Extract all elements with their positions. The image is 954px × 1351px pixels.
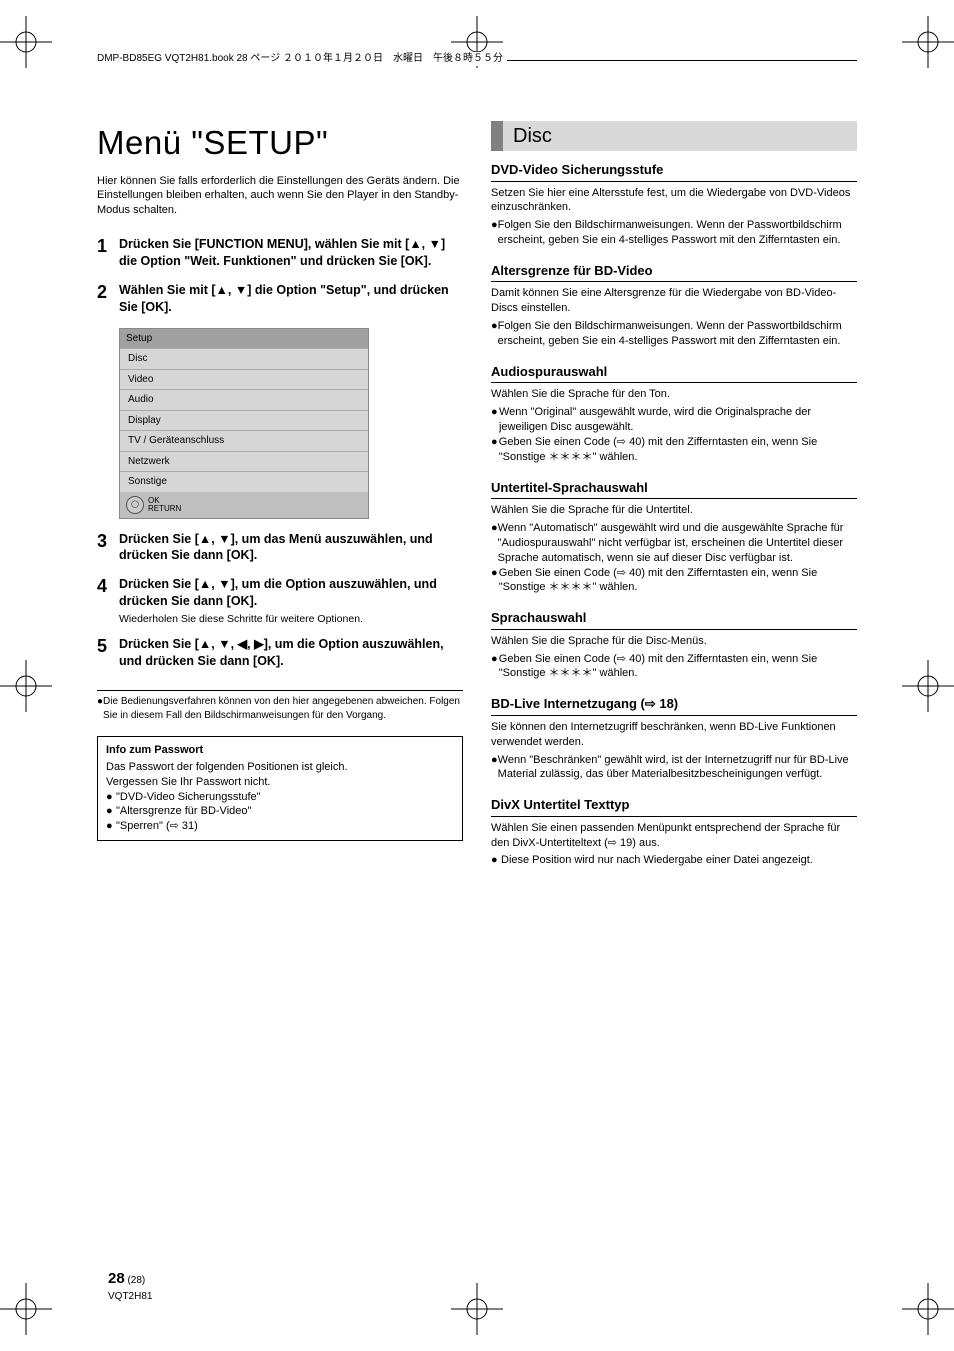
step-text: Wählen Sie mit [▲, ▼] die Option "Setup"… — [119, 282, 463, 316]
subsection-text: Damit können Sie eine Altersgrenze für d… — [491, 286, 857, 316]
cropmark-icon — [451, 1283, 503, 1335]
subsection-bullet: ●Wenn "Automatisch" ausgewählt wird und … — [491, 521, 857, 566]
subsection-bullet: ●Wenn "Original" ausgewählt wurde, wird … — [491, 405, 857, 435]
intro-text: Hier können Sie falls erforderlich die E… — [97, 174, 463, 219]
subsection-heading: BD-Live Internetzugang (⇨ 18) — [491, 695, 857, 716]
page-number: 28 — [108, 1270, 125, 1287]
section-bar: Disc — [491, 121, 857, 151]
note: ●Die Bedienungsverfahren können von den … — [97, 690, 463, 722]
step-number: 5 — [97, 636, 119, 672]
subsection-heading: Audiospurauswahl — [491, 363, 857, 384]
step-number: 1 — [97, 236, 119, 272]
step-number: 4 — [97, 576, 119, 626]
info-box: Info zum Passwort Das Passwort der folge… — [97, 736, 463, 841]
steps-list: 1 Drücken Sie [FUNCTION MENU], wählen Si… — [97, 236, 463, 318]
menu-row: Sonstige — [120, 471, 368, 492]
running-head-rule: DMP-BD85EG VQT2H81.book 28 ページ ２０１０年１月２０… — [97, 60, 857, 61]
setup-menu: Setup Disc Video Audio Display TV / Gerä… — [119, 328, 369, 519]
subsection-text: Sie können den Internetzugriff beschränk… — [491, 720, 857, 750]
page-title: Menü "SETUP" — [97, 121, 463, 166]
subsection: Sprachauswahl Wählen Sie die Sprache für … — [491, 609, 857, 681]
subsection-bullet: ●Geben Sie einen Code (⇨ 40) mit den Zif… — [491, 566, 857, 596]
cropmark-icon — [0, 16, 52, 68]
step-text: Drücken Sie [▲, ▼], um die Option auszuw… — [119, 576, 463, 610]
steps-list-cont: 3 Drücken Sie [▲, ▼], um das Menü auszuw… — [97, 531, 463, 672]
menu-row: Disc — [120, 348, 368, 369]
menu-row: Audio — [120, 389, 368, 410]
step-text: Drücken Sie [FUNCTION MENU], wählen Sie … — [119, 236, 463, 270]
subsection-text: Wählen Sie die Sprache für die Disc-Menü… — [491, 634, 857, 649]
cropmark-icon — [0, 1283, 52, 1335]
doc-code: VQT2H81 — [108, 1291, 152, 1302]
cropmark-icon — [902, 16, 954, 68]
menu-row: Display — [120, 410, 368, 431]
subsection: BD-Live Internetzugang (⇨ 18) Sie können … — [491, 695, 857, 782]
subsection: Untertitel-Sprachauswahl Wählen Sie die S… — [491, 479, 857, 596]
subsection-bullet: ●Folgen Sie den Bildschirmanweisungen. W… — [491, 218, 857, 248]
cropmark-icon — [902, 660, 954, 712]
subsection-heading: DivX Untertitel Texttyp — [491, 796, 857, 817]
subsection-text: Setzen Sie hier eine Altersstufe fest, u… — [491, 186, 857, 216]
page-number-paren: (28) — [127, 1275, 145, 1286]
step-subtext: Wiederholen Sie diese Schritte für weite… — [119, 612, 463, 626]
info-box-bullet: "DVD-Video Sicherungsstufe" — [116, 790, 261, 805]
section-title: Disc — [513, 123, 552, 150]
step-text: Drücken Sie [▲, ▼], um das Menü auszuwäh… — [119, 531, 463, 565]
ok-return-icon: ◯ — [126, 496, 144, 514]
menu-header: Setup — [120, 329, 368, 349]
subsection-heading: DVD-Video Sicherungsstufe — [491, 161, 857, 182]
info-box-line: Vergessen Sie Ihr Passwort nicht. — [106, 775, 454, 790]
subsection: Altersgrenze für BD-Video Damit können Si… — [491, 262, 857, 349]
subsection-bullet: ●Geben Sie einen Code (⇨ 40) mit den Zif… — [491, 435, 857, 465]
info-box-bullet: "Altersgrenze für BD-Video" — [116, 804, 251, 819]
step-text: Drücken Sie [▲, ▼, ◀, ▶], um die Option … — [119, 636, 463, 670]
cropmark-icon — [902, 1283, 954, 1335]
running-head: DMP-BD85EG VQT2H81.book 28 ページ ２０１０年１月２０… — [97, 52, 507, 66]
subsection-text: Wählen Sie die Sprache für die Untertite… — [491, 503, 857, 518]
info-box-line: Das Passwort der folgenden Positionen is… — [106, 760, 454, 775]
subsection-bullet: ●Folgen Sie den Bildschirmanweisungen. W… — [491, 319, 857, 349]
info-box-title: Info zum Passwort — [106, 743, 454, 758]
subsection: DVD-Video Sicherungsstufe Setzen Sie hier… — [491, 161, 857, 248]
subsection-bullet: ●Diese Position wird nur nach Wiedergabe… — [491, 853, 857, 868]
menu-row: TV / Geräteanschluss — [120, 430, 368, 451]
subsection-bullet: ●Wenn "Beschränken" gewählt wird, ist de… — [491, 753, 857, 783]
subsection-bullet: ●Geben Sie einen Code (⇨ 40) mit den Zif… — [491, 652, 857, 682]
step-number: 3 — [97, 531, 119, 567]
subsection: Audiospurauswahl Wählen Sie die Sprache f… — [491, 363, 857, 465]
info-box-bullet: "Sperren" (⇨ 31) — [116, 819, 198, 834]
cropmark-icon — [0, 660, 52, 712]
subsection-text: Wählen Sie die Sprache für den Ton. — [491, 387, 857, 402]
note-text: Die Bedienungsverfahren können von den h… — [103, 695, 463, 722]
subsection-heading: Altersgrenze für BD-Video — [491, 262, 857, 283]
page-footer: 28 (28) VQT2H81 — [108, 1269, 152, 1303]
menu-row: Netzwerk — [120, 451, 368, 472]
menu-row: Video — [120, 369, 368, 390]
step-number: 2 — [97, 282, 119, 318]
subsection-heading: Sprachauswahl — [491, 609, 857, 630]
subsection-heading: Untertitel-Sprachauswahl — [491, 479, 857, 500]
subsection-text: Wählen Sie einen passenden Menüpunkt ent… — [491, 821, 857, 851]
return-label: RETURN — [148, 504, 181, 513]
subsection: DivX Untertitel Texttyp Wählen Sie einen … — [491, 796, 857, 868]
section-accent — [491, 121, 503, 151]
